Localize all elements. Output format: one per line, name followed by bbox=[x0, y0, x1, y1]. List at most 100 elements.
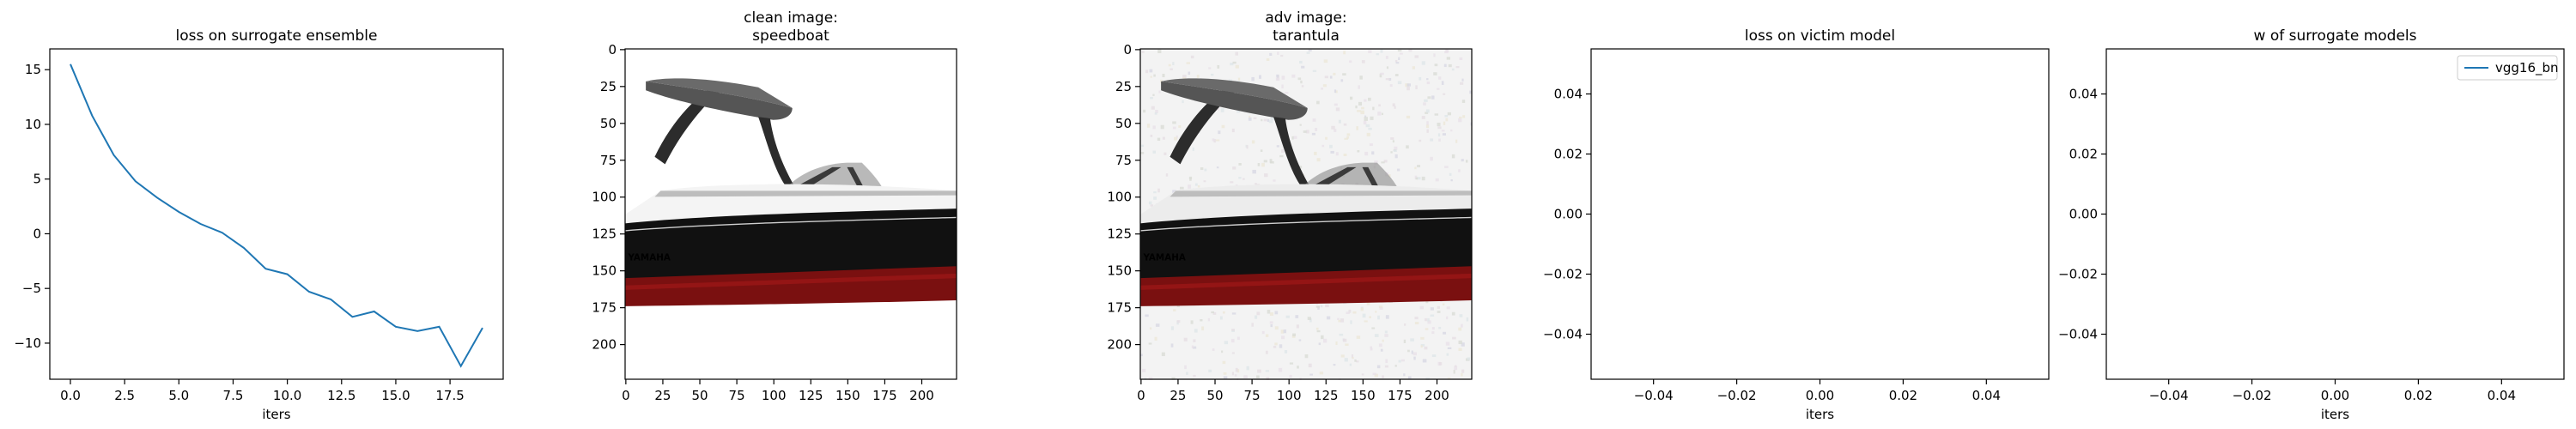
noise-speck bbox=[1378, 305, 1383, 309]
noise-speck bbox=[1340, 318, 1345, 323]
noise-speck bbox=[1277, 51, 1279, 55]
noise-speck bbox=[1425, 317, 1427, 322]
noise-speck bbox=[1414, 175, 1418, 179]
series-line bbox=[70, 63, 483, 368]
y-tick-label: 0 bbox=[33, 226, 41, 241]
y-tick-label: 25 bbox=[1115, 79, 1132, 94]
noise-speck bbox=[1257, 163, 1261, 166]
noise-speck bbox=[1443, 331, 1447, 335]
noise-speck bbox=[1370, 347, 1373, 351]
x-tick-label: −0.04 bbox=[2149, 388, 2189, 403]
noise-speck bbox=[1385, 78, 1390, 81]
noise-speck bbox=[1394, 154, 1398, 159]
x-tick-label: 75 bbox=[729, 388, 745, 403]
noise-speck bbox=[1212, 348, 1215, 351]
noise-speck bbox=[1346, 133, 1351, 136]
noise-speck bbox=[1427, 320, 1431, 324]
noise-speck bbox=[1293, 136, 1297, 139]
noise-speck bbox=[1372, 106, 1375, 111]
noise-speck bbox=[1363, 120, 1367, 125]
chart-title: loss on victim model bbox=[1745, 27, 1895, 45]
brand-lettering: YAMAHA bbox=[627, 252, 670, 263]
noise-speck bbox=[1242, 178, 1245, 180]
noise-speck bbox=[1371, 151, 1375, 155]
noise-speck bbox=[1343, 338, 1347, 342]
noise-speck bbox=[1269, 159, 1273, 163]
chart-panel-3: adv image:tarantula YAMAHA 0 25 50 75 100 125 15… bbox=[1107, 9, 1473, 403]
x-tick-label: 0 bbox=[1137, 388, 1145, 403]
windshield-frame-2 bbox=[1362, 166, 1381, 190]
noise-speck bbox=[1446, 316, 1449, 320]
noise-speck bbox=[1261, 162, 1265, 167]
noise-speck bbox=[1334, 90, 1338, 94]
axes-frame bbox=[624, 48, 957, 380]
noise-speck bbox=[1321, 88, 1323, 90]
noise-speck bbox=[1189, 178, 1192, 181]
noise-speck bbox=[1406, 115, 1411, 119]
noise-speck bbox=[1213, 139, 1216, 143]
chart-title: clean image: bbox=[744, 9, 838, 27]
noise-speck bbox=[1150, 97, 1153, 100]
noise-speck bbox=[1461, 372, 1463, 377]
noise-speck bbox=[1204, 168, 1207, 172]
noise-speck bbox=[1297, 366, 1299, 369]
noise-speck bbox=[1410, 338, 1414, 341]
noise-speck bbox=[1182, 75, 1187, 79]
noise-speck bbox=[1285, 315, 1290, 318]
legend-box bbox=[2457, 55, 2558, 81]
noise-speck bbox=[1222, 311, 1225, 314]
noise-speck bbox=[1152, 125, 1156, 130]
chart-panel-5: w of surrogate models −0.04 −0.02 0.00 0.02 0… bbox=[2058, 27, 2565, 422]
noise-speck bbox=[1257, 369, 1261, 373]
noise-speck bbox=[1230, 63, 1234, 66]
x-tick-label: 10.0 bbox=[273, 388, 301, 403]
noise-speck bbox=[1301, 65, 1305, 69]
x-axis-label: iters bbox=[262, 407, 290, 422]
noise-speck bbox=[1280, 54, 1284, 57]
noise-speck bbox=[1395, 62, 1400, 64]
noise-speck bbox=[1355, 105, 1358, 109]
noise-speck bbox=[1153, 74, 1156, 77]
noise-speck bbox=[1140, 152, 1145, 154]
noise-speck bbox=[1344, 137, 1348, 140]
noise-speck bbox=[1427, 96, 1431, 100]
noise-speck bbox=[1157, 137, 1161, 142]
noise-speck bbox=[1453, 370, 1455, 374]
noise-speck bbox=[1370, 116, 1374, 120]
noise-speck bbox=[1417, 165, 1420, 168]
noise-speck bbox=[1414, 317, 1419, 320]
noise-speck bbox=[1424, 99, 1428, 102]
chart-title: tarantula bbox=[1273, 27, 1340, 45]
noise-speck bbox=[1267, 118, 1270, 123]
noise-speck bbox=[1264, 173, 1268, 178]
noise-speck bbox=[1444, 166, 1449, 168]
noise-speck bbox=[1208, 67, 1212, 69]
x-tick-label: 125 bbox=[799, 388, 823, 403]
noise-speck bbox=[1317, 305, 1320, 310]
noise-speck bbox=[1362, 313, 1366, 318]
noise-speck bbox=[1184, 365, 1187, 370]
noise-speck bbox=[1444, 115, 1449, 118]
noise-speck bbox=[1442, 303, 1445, 305]
x-tick-label: 0.04 bbox=[1972, 388, 2001, 403]
y-tick-label: 25 bbox=[600, 79, 617, 94]
noise-speck bbox=[1430, 156, 1433, 161]
noise-speck bbox=[1442, 133, 1447, 136]
noise-speck bbox=[1237, 77, 1241, 82]
x-tick-label: −0.02 bbox=[2233, 388, 2272, 403]
noise-speck bbox=[1256, 311, 1261, 316]
x-tick-label: 175 bbox=[872, 388, 897, 403]
noise-speck bbox=[1425, 328, 1429, 330]
noise-speck bbox=[1296, 324, 1299, 329]
y-tick-label: 150 bbox=[592, 263, 617, 279]
noise-speck bbox=[1384, 334, 1388, 337]
noise-speck bbox=[1450, 129, 1453, 132]
noise-speck bbox=[1384, 365, 1388, 368]
noise-speck bbox=[1334, 89, 1337, 94]
noise-speck bbox=[1266, 377, 1270, 380]
noise-speck bbox=[1394, 365, 1397, 367]
x-tick-label: 100 bbox=[1277, 388, 1302, 403]
noise-speck bbox=[1462, 115, 1466, 118]
noise-speck bbox=[1200, 167, 1204, 171]
